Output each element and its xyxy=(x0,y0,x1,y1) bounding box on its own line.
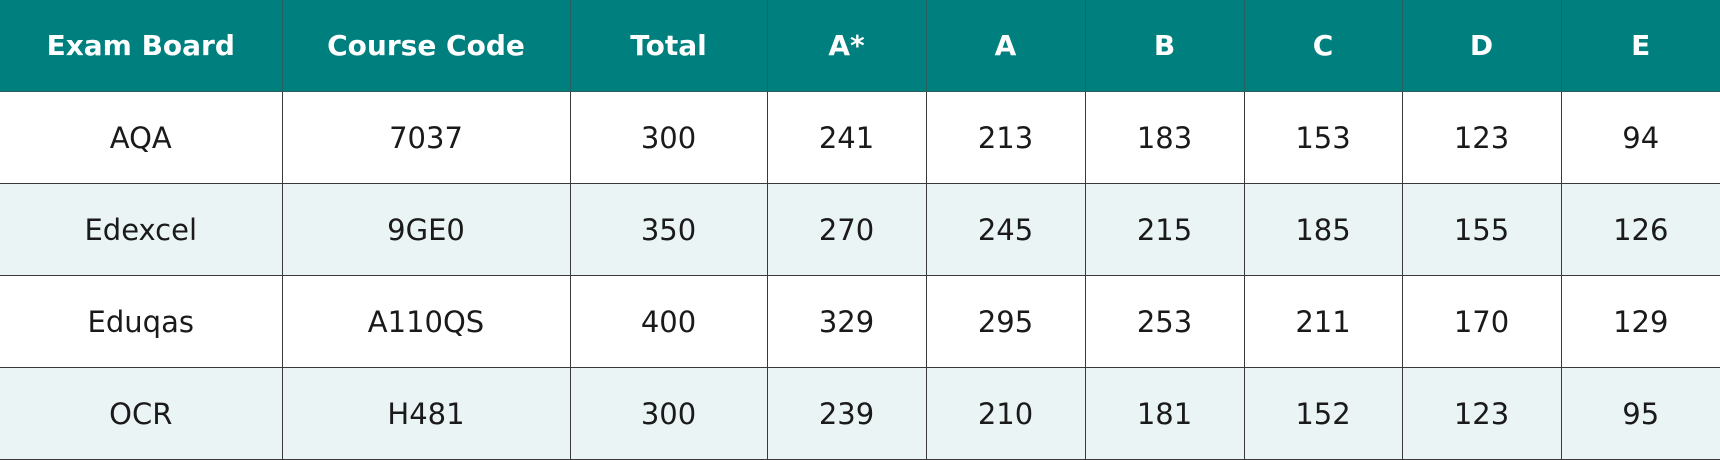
table-cell: AQA xyxy=(0,91,283,184)
column-header: Exam Board xyxy=(0,0,283,92)
table-cell: 129 xyxy=(1560,275,1720,368)
table-row: OCR H481 300 239 210 181 152 123 95 xyxy=(0,367,1720,460)
table-cell: 253 xyxy=(1084,275,1245,368)
table-cell: 152 xyxy=(1243,367,1403,460)
table-cell: 300 xyxy=(569,91,768,184)
table-cell: 215 xyxy=(1084,183,1245,276)
table-row: AQA 7037 300 241 213 183 153 123 94 xyxy=(0,91,1720,184)
table-cell: 300 xyxy=(569,367,768,460)
table-cell: 185 xyxy=(1243,183,1403,276)
column-header: C xyxy=(1243,0,1403,92)
table-cell: 241 xyxy=(766,91,927,184)
table-body: AQA 7037 300 241 213 183 153 123 94 Edexcel 9GE0 35… xyxy=(0,91,1720,460)
table-cell: 270 xyxy=(766,183,927,276)
table-cell: OCR xyxy=(0,367,283,460)
table-header: Exam Board Course Code Total A* A B C D E xyxy=(0,0,1720,92)
header-row: Exam Board Course Code Total A* A B C D E xyxy=(0,0,1720,92)
table-row: Eduqas A110QS 400 329 295 253 211 170 129 xyxy=(0,275,1720,368)
table-cell: 400 xyxy=(569,275,768,368)
column-header: A* xyxy=(766,0,927,92)
table-cell: 126 xyxy=(1560,183,1720,276)
column-header: Course Code xyxy=(281,0,571,92)
column-header: A xyxy=(925,0,1086,92)
table-cell: Eduqas xyxy=(0,275,283,368)
column-header: D xyxy=(1401,0,1562,92)
table-cell: 153 xyxy=(1243,91,1403,184)
table-cell: Edexcel xyxy=(0,183,283,276)
table-cell: 329 xyxy=(766,275,927,368)
column-header: B xyxy=(1084,0,1245,92)
table-cell: H481 xyxy=(281,367,571,460)
table-row: Edexcel 9GE0 350 270 245 215 185 155 126 xyxy=(0,183,1720,276)
table-cell: 95 xyxy=(1560,367,1720,460)
table-cell: 123 xyxy=(1401,367,1562,460)
table-cell: 295 xyxy=(925,275,1086,368)
table-cell: 155 xyxy=(1401,183,1562,276)
table-cell: 9GE0 xyxy=(281,183,571,276)
table-cell: 170 xyxy=(1401,275,1562,368)
column-header: Total xyxy=(569,0,768,92)
table-cell: 123 xyxy=(1401,91,1562,184)
table-cell: 239 xyxy=(766,367,927,460)
table-cell: 211 xyxy=(1243,275,1403,368)
table-cell: 245 xyxy=(925,183,1086,276)
table-cell: A110QS xyxy=(281,275,571,368)
table-cell: 7037 xyxy=(281,91,571,184)
column-header: E xyxy=(1560,0,1720,92)
table-cell: 181 xyxy=(1084,367,1245,460)
table-cell: 350 xyxy=(569,183,768,276)
table-cell: 210 xyxy=(925,367,1086,460)
table-cell: 183 xyxy=(1084,91,1245,184)
table-cell: 94 xyxy=(1560,91,1720,184)
table-cell: 213 xyxy=(925,91,1086,184)
